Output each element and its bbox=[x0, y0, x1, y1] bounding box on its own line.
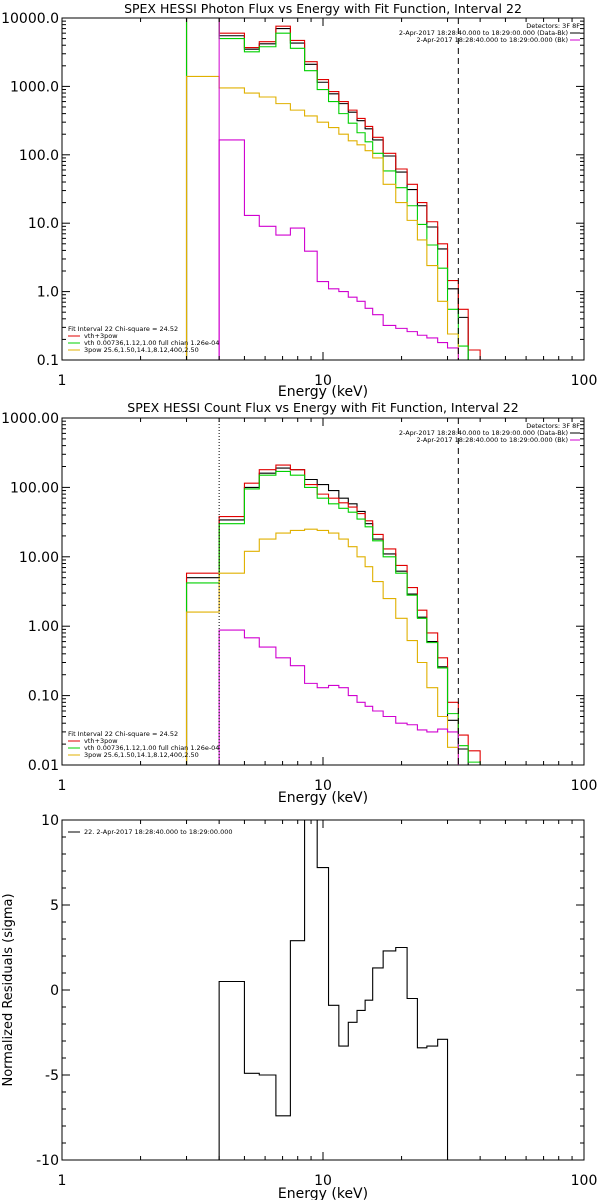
y-tick-label: 1.00 bbox=[28, 619, 59, 635]
series-data-bk-line bbox=[185, 467, 469, 765]
y-tick-label: 0 bbox=[50, 983, 59, 999]
legend-header: Detectors: 3F 8F bbox=[526, 422, 580, 430]
x-tick-label: 10 bbox=[314, 1173, 332, 1189]
chart-3: Energy (keV) Normalized Residuals (sigma)… bbox=[1, 813, 598, 1202]
series-group bbox=[185, 464, 481, 765]
legend-header: Detectors: 3F 8F bbox=[526, 22, 580, 30]
y-tick-label: -5 bbox=[45, 1068, 59, 1084]
y-tick-label: 100.0 bbox=[19, 148, 59, 164]
y-tick-label: 10.00 bbox=[19, 550, 59, 566]
x-tick-label: 100 bbox=[571, 373, 598, 389]
y-tick-label: 0.10 bbox=[28, 689, 59, 705]
legend-entry: vth+3pow bbox=[84, 332, 118, 340]
x-tick-label: 1 bbox=[58, 778, 67, 794]
legend-entry: vth+3pow bbox=[84, 737, 118, 745]
legend-entry: 2-Apr-2017 18:28:40.000 to 18:29:00.000 … bbox=[399, 29, 568, 37]
y-tick-label: 1.0 bbox=[37, 285, 59, 301]
x-tick-label: 100 bbox=[571, 778, 598, 794]
series-residuals-line bbox=[218, 820, 459, 1160]
fit-legend-header: Fit Interval 22 Chi-square = 24.52 bbox=[68, 325, 178, 333]
x-axis-label: Energy (keV) bbox=[278, 790, 368, 806]
legend-entry: 2-Apr-2017 18:28:40.000 to 18:29:00.000 … bbox=[417, 436, 568, 444]
legend-entry: 22. 2-Apr-2017 18:28:40.000 to 18:29:00.… bbox=[84, 828, 233, 836]
x-tick-label: 1 bbox=[58, 373, 67, 389]
y-tick-label: -10 bbox=[36, 1153, 59, 1169]
plot-frame bbox=[61, 819, 585, 1161]
x-tick-label: 10 bbox=[314, 373, 332, 389]
x-axis-label: Energy (keV) bbox=[278, 384, 368, 400]
x-axis-label: Energy (keV) bbox=[278, 1186, 368, 1200]
x-tick-label: 100 bbox=[571, 1173, 598, 1189]
y-tick-label: 10 bbox=[41, 813, 59, 829]
plot-frame bbox=[61, 17, 585, 361]
chart-title: SPEX HESSI Photon Flux vs Energy with Fi… bbox=[124, 1, 522, 16]
x-tick-label: 10 bbox=[314, 778, 332, 794]
series-vth-3pow-line bbox=[185, 18, 481, 360]
chart-1: SPEX HESSI Photon Flux vs Energy with Fi… bbox=[1, 1, 597, 400]
series-data-bk-line bbox=[185, 18, 469, 360]
legend-entry: 2-Apr-2017 18:28:40.000 to 18:29:00.000 … bbox=[399, 429, 568, 437]
legend-entry: 3pow 25.6,1.50,14.1,8.12,400,2.50 bbox=[84, 346, 199, 354]
y-tick-label: 10.0 bbox=[28, 216, 59, 232]
y-tick-label: 1000.0 bbox=[10, 79, 59, 95]
x-tick-label: 1 bbox=[58, 1173, 67, 1189]
y-axis-label: Normalized Residuals (sigma) bbox=[1, 893, 16, 1086]
series-bk-line bbox=[218, 139, 459, 360]
series-bk-line bbox=[218, 629, 459, 765]
series-vth-3pow-line bbox=[185, 464, 481, 765]
series-3pow-line bbox=[185, 528, 469, 765]
legend-entry: vth 0.00736,1.12,1.00 full chian 1.26e-0… bbox=[84, 339, 219, 347]
plot-frame bbox=[61, 417, 585, 766]
legend-entry: 2-Apr-2017 18:28:40.000 to 18:29:00.000 … bbox=[417, 36, 568, 44]
series-group bbox=[218, 820, 459, 1160]
y-tick-label: 0.01 bbox=[28, 758, 59, 774]
series-3pow-line bbox=[185, 75, 459, 360]
y-tick-label: 5 bbox=[50, 898, 59, 914]
chart-title: SPEX HESSI Count Flux vs Energy with Fit… bbox=[127, 400, 518, 415]
series-group bbox=[185, 18, 481, 360]
y-tick-label: 1000.00 bbox=[1, 411, 59, 427]
fit-legend-header: Fit Interval 22 Chi-square = 24.52 bbox=[68, 730, 178, 738]
y-tick-label: 0.1 bbox=[37, 353, 59, 369]
legend-entry: 3pow 25.6,1.50,14.1,8.12,400,2.50 bbox=[84, 751, 199, 759]
legend-entry: vth 0.00736,1.12,1.00 full chian 1.26e-0… bbox=[84, 744, 219, 752]
y-tick-label: 10000.0 bbox=[1, 11, 59, 27]
y-tick-label: 100.00 bbox=[10, 480, 59, 496]
series-vth-line bbox=[185, 18, 469, 360]
chart-2: SPEX HESSI Count Flux vs Energy with Fit… bbox=[1, 400, 597, 806]
series-vth-line bbox=[185, 470, 481, 765]
